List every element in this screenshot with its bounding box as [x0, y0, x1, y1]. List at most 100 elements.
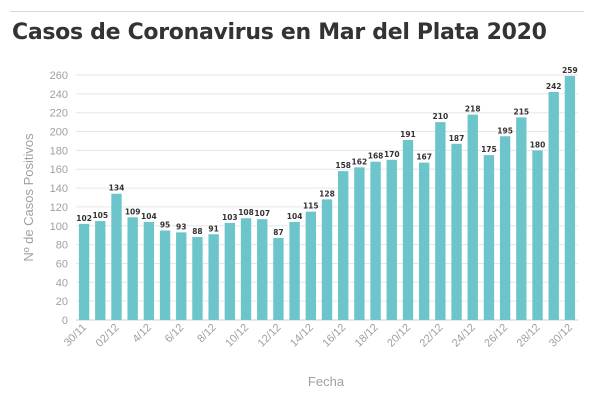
data-label: 88	[192, 227, 202, 236]
bar	[499, 136, 511, 320]
x-tick-label: 8/12	[195, 322, 219, 346]
y-tick-label: 240	[50, 89, 68, 101]
data-label: 210	[433, 112, 449, 121]
y-axis-ticks: 0 20 40 60 80 100 120 140 160 180 200 220 240 260	[50, 70, 68, 327]
bar	[240, 218, 252, 320]
bars	[78, 75, 576, 321]
data-label: 91	[208, 224, 218, 233]
data-label: 105	[92, 211, 108, 220]
x-tick-label: 22/12	[418, 322, 446, 350]
data-label: 167	[416, 153, 432, 162]
gridlines	[76, 74, 578, 321]
y-tick-label: 80	[56, 240, 68, 252]
chart-title: Casos de Coronavirus en Mar del Plata 20…	[12, 20, 547, 45]
bar	[338, 171, 349, 320]
data-label: 259	[562, 66, 578, 75]
y-tick-label: 20	[56, 296, 68, 308]
bar	[143, 222, 155, 320]
data-label: 134	[109, 184, 125, 193]
data-label: 180	[530, 140, 546, 149]
bar	[305, 211, 316, 320]
bar	[483, 155, 495, 320]
y-tick-label: 200	[50, 127, 68, 139]
x-axis-title: Fecha	[308, 374, 345, 389]
data-label: 103	[222, 213, 238, 222]
bar	[176, 232, 187, 320]
bar	[451, 143, 462, 320]
y-axis-title: Nº de Casos Positivos	[21, 133, 36, 262]
x-tick-label: 26/12	[482, 322, 510, 350]
data-label: 168	[368, 152, 384, 161]
x-tick-label: 20/12	[385, 322, 413, 350]
top-divider	[10, 11, 584, 12]
y-tick-label: 180	[50, 145, 68, 157]
bar	[127, 217, 138, 320]
y-tick-label: 0	[62, 315, 68, 327]
bar	[224, 222, 236, 320]
bar	[564, 75, 576, 320]
x-tick-label: 12/12	[256, 322, 284, 350]
y-tick-label: 260	[50, 70, 68, 82]
data-label: 109	[125, 207, 141, 216]
data-label: 162	[352, 157, 368, 166]
bar	[386, 159, 397, 320]
x-tick-label: 02/12	[94, 322, 122, 350]
bar	[257, 219, 268, 320]
y-tick-label: 220	[50, 108, 68, 120]
data-label: 95	[160, 220, 170, 229]
data-label: 93	[176, 222, 186, 231]
data-label: 115	[303, 202, 319, 211]
data-label: 158	[335, 161, 351, 170]
x-tick-label: 28/12	[515, 322, 543, 350]
data-label: 107	[254, 209, 270, 218]
x-tick-label: 14/12	[288, 322, 316, 350]
x-tick-label: 24/12	[450, 322, 478, 350]
data-label: 195	[497, 126, 513, 135]
x-axis-ticks: 30/11 02/12 4/12 6/12 8/12 10/12 12/12 14/12 16/…	[62, 322, 575, 350]
data-label: 104	[141, 212, 157, 221]
y-tick-label: 140	[50, 183, 68, 195]
data-label: 218	[465, 105, 481, 114]
data-label: 108	[238, 208, 254, 217]
bar	[111, 193, 122, 320]
x-tick-label: 10/12	[223, 322, 251, 350]
data-label: 102	[76, 214, 92, 223]
bar	[289, 222, 300, 320]
data-label: 104	[287, 212, 303, 221]
bar	[548, 91, 559, 320]
data-label: 187	[449, 134, 465, 143]
data-label: 215	[513, 107, 529, 116]
data-label: 87	[273, 228, 283, 237]
x-tick-label: 6/12	[163, 322, 187, 346]
y-tick-label: 120	[50, 202, 68, 214]
bar	[402, 140, 414, 320]
bar	[78, 223, 90, 320]
bar	[467, 114, 478, 320]
y-tick-label: 60	[56, 258, 68, 270]
bar	[354, 167, 365, 320]
data-label: 242	[546, 82, 562, 91]
bar	[532, 150, 543, 320]
x-tick-label: 4/12	[130, 322, 154, 346]
bar	[370, 161, 381, 320]
data-label: 191	[400, 130, 416, 139]
bar	[435, 122, 446, 320]
x-tick-label: 30/12	[547, 322, 575, 350]
data-label: 170	[384, 150, 400, 159]
bar	[192, 237, 203, 320]
bar	[95, 221, 106, 320]
data-label: 175	[481, 145, 497, 154]
bar	[159, 230, 171, 320]
y-tick-label: 160	[50, 164, 68, 176]
x-tick-label: 18/12	[353, 322, 381, 350]
bar	[418, 162, 430, 320]
data-label: 128	[319, 189, 335, 198]
bar	[208, 234, 219, 320]
bar	[273, 238, 284, 320]
x-tick-label: 16/12	[320, 322, 348, 350]
y-tick-label: 40	[56, 277, 68, 289]
bar	[321, 199, 333, 320]
bar	[516, 117, 527, 321]
